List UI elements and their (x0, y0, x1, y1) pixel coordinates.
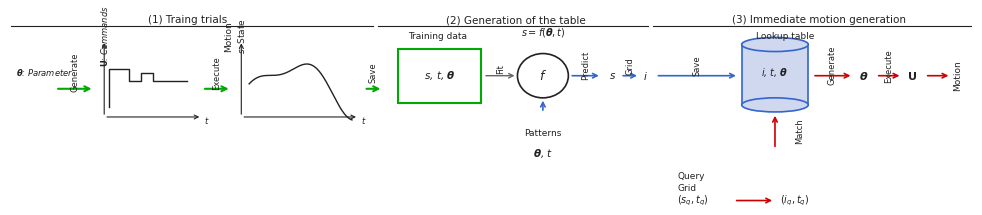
Ellipse shape (741, 98, 808, 112)
Text: $t$: $t$ (204, 115, 210, 126)
Text: Lookup table: Lookup table (755, 32, 814, 41)
Text: Patterns: Patterns (524, 129, 562, 138)
Text: $\boldsymbol{\theta}$, $\mathit{t}$: $\boldsymbol{\theta}$, $\mathit{t}$ (533, 147, 553, 160)
Text: $\boldsymbol{\theta}$: Parameter: $\boldsymbol{\theta}$: Parameter (16, 67, 74, 78)
Text: $\mathit{s}$: $\mathit{s}$ (610, 71, 617, 81)
Text: Fit: Fit (496, 64, 506, 74)
Text: Generate: Generate (827, 46, 837, 85)
Text: $t$: $t$ (361, 115, 366, 126)
Text: $\mathit{s}$: State: $\mathit{s}$: State (237, 18, 247, 54)
Text: Motion: Motion (224, 21, 233, 52)
Text: (2) Generation of the table: (2) Generation of the table (446, 15, 585, 25)
Text: $(\mathit{s}_q, \mathit{t}_q)$: $(\mathit{s}_q, \mathit{t}_q)$ (677, 193, 709, 208)
Text: Save: Save (692, 55, 701, 76)
Text: Execute: Execute (212, 56, 221, 90)
Text: $\mathit{i}$: $\mathit{i}$ (643, 70, 647, 82)
Text: $\mathit{s}$, $\mathit{t}$, $\boldsymbol{\theta}$: $\mathit{s}$, $\mathit{t}$, $\boldsymbol… (424, 69, 456, 82)
Text: Training data: Training data (408, 32, 466, 41)
Ellipse shape (518, 54, 569, 98)
Text: Match: Match (795, 118, 804, 144)
Text: $\mathit{s}=f(\boldsymbol{\theta},\mathit{t})$: $\mathit{s}=f(\boldsymbol{\theta},\mathi… (520, 26, 566, 39)
Text: $\mathit{i}$, $\mathit{t}$, $\boldsymbol{\theta}$: $\mathit{i}$, $\mathit{t}$, $\boldsymbol… (761, 66, 789, 79)
Text: $\boldsymbol{\theta}$: $\boldsymbol{\theta}$ (859, 70, 868, 82)
Text: Execute: Execute (884, 49, 893, 83)
Ellipse shape (741, 37, 808, 52)
FancyBboxPatch shape (398, 49, 481, 103)
Text: Grid: Grid (677, 184, 696, 193)
Text: Predict: Predict (581, 51, 590, 80)
Text: Motion: Motion (954, 60, 962, 91)
Text: Query: Query (677, 172, 704, 181)
Polygon shape (741, 45, 808, 105)
Text: $f$: $f$ (539, 69, 547, 83)
Text: $\mathbf{U}$: Commands: $\mathbf{U}$: Commands (99, 6, 110, 67)
Text: Save: Save (369, 62, 378, 83)
Text: $\mathbf{U}$: $\mathbf{U}$ (907, 70, 917, 82)
Text: (3) Immediate motion generation: (3) Immediate motion generation (732, 15, 906, 25)
Text: Generate: Generate (71, 53, 80, 92)
Text: Grid: Grid (626, 57, 634, 75)
Text: $(\mathit{i}_q, \mathit{t}_q)$: $(\mathit{i}_q, \mathit{t}_q)$ (780, 193, 809, 208)
Text: (1) Traing trials: (1) Traing trials (148, 15, 227, 25)
